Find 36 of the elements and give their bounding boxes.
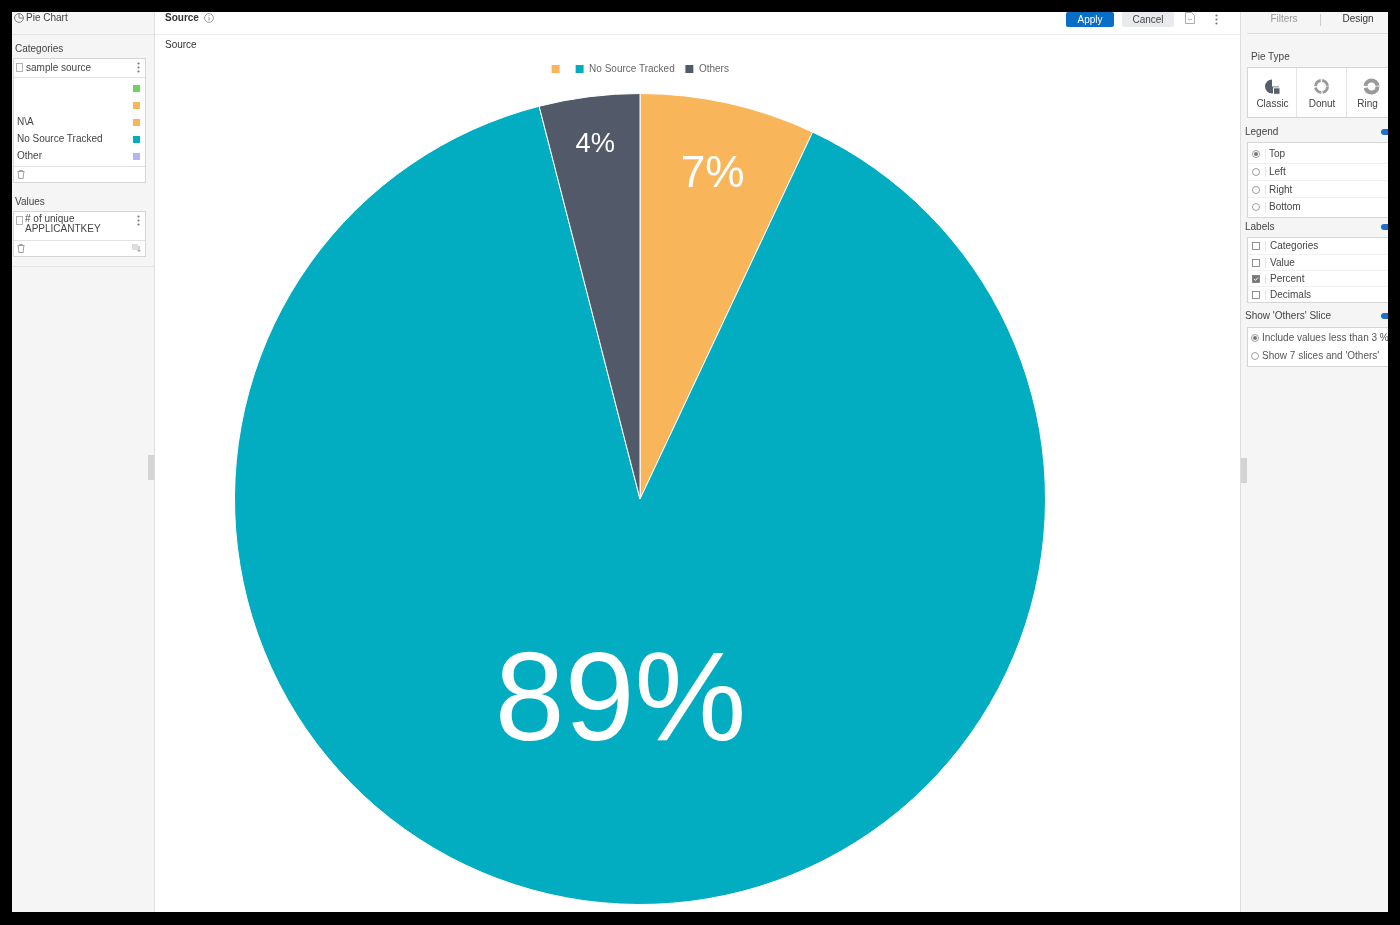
text: Show 'Others' Slice (1245, 310, 1332, 322)
text: Values (15, 196, 45, 208)
button: Apply (1066, 12, 1114, 27)
text: Bottom (1269, 200, 1301, 213)
text: Categories (1270, 240, 1319, 252)
category-label: N\A (17, 116, 34, 128)
chart-title: Source (165, 38, 198, 50)
data-label: 4% (575, 127, 615, 159)
text: Right (1269, 183, 1293, 196)
text: Legend (1245, 126, 1279, 138)
text: Labels (1245, 221, 1275, 233)
legend-label: Others (698, 62, 729, 74)
text: sample source (26, 62, 92, 74)
text: Pie Chart (26, 12, 68, 24)
text: Value (1270, 257, 1295, 269)
text: Categories (15, 43, 64, 55)
text: # of unique APPLICANTKEY (25, 213, 102, 234)
text: Donut (1307, 98, 1337, 110)
category-label: No Source Tracked (17, 133, 103, 145)
text: Top (1269, 147, 1286, 160)
text: Pie Type (1251, 51, 1290, 63)
legend-label: No Source Tracked (589, 62, 675, 74)
data-label: 7% (680, 146, 745, 196)
data-label: 89% (494, 625, 747, 767)
text: Left (1269, 166, 1286, 179)
text: Filters (1269, 13, 1299, 25)
text: Source (165, 12, 199, 24)
text: Ring (1356, 98, 1379, 110)
text: Percent (1270, 273, 1305, 285)
button: Cancel (1122, 12, 1174, 27)
text: Show 7 slices and 'Others' (1262, 350, 1380, 362)
text: Classic (1255, 98, 1290, 110)
text: Include values less than 3 % (1262, 332, 1389, 344)
text: Decimals (1270, 289, 1312, 301)
category-label: Other (17, 150, 43, 162)
text: Design (1341, 13, 1375, 25)
